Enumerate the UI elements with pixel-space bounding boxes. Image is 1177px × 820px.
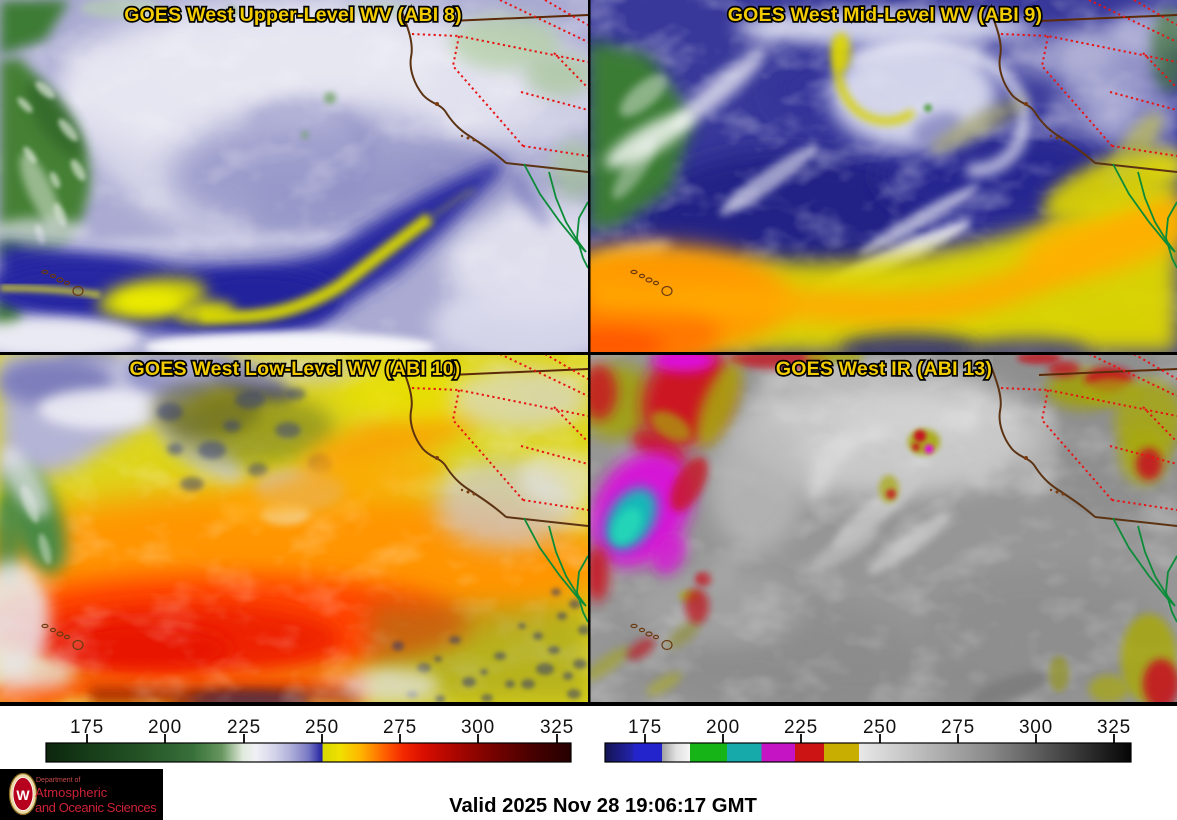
svg-text:325: 325 bbox=[1097, 717, 1131, 738]
svg-text:175: 175 bbox=[628, 717, 662, 738]
svg-text:225: 225 bbox=[784, 717, 818, 738]
svg-text:GOES West IR (ABI 13): GOES West IR (ABI 13) bbox=[776, 358, 992, 380]
svg-text:250: 250 bbox=[863, 717, 897, 738]
svg-text:300: 300 bbox=[461, 717, 495, 738]
svg-text:175: 175 bbox=[70, 717, 104, 738]
svg-text:325: 325 bbox=[540, 717, 574, 738]
svg-text:Department of: Department of bbox=[36, 777, 80, 784]
svg-text:200: 200 bbox=[148, 717, 182, 738]
svg-text:200: 200 bbox=[706, 717, 740, 738]
svg-text:300: 300 bbox=[1019, 717, 1053, 738]
svg-text:GOES West Upper-Level WV (ABI: GOES West Upper-Level WV (ABI 8) bbox=[124, 4, 462, 26]
svg-text:and Oceanic Sciences: and Oceanic Sciences bbox=[35, 800, 157, 815]
svg-text:225: 225 bbox=[227, 717, 261, 738]
svg-text:250: 250 bbox=[305, 717, 339, 738]
svg-text:GOES West Low-Level WV (ABI 10: GOES West Low-Level WV (ABI 10) bbox=[130, 358, 461, 380]
svg-text:Atmospheric: Atmospheric bbox=[35, 785, 108, 800]
svg-text:275: 275 bbox=[383, 717, 417, 738]
svg-text:Valid 2025 Nov 28 19:06:17 GMT: Valid 2025 Nov 28 19:06:17 GMT bbox=[449, 795, 757, 817]
svg-text:275: 275 bbox=[941, 717, 975, 738]
svg-text:W: W bbox=[16, 787, 30, 803]
svg-text:GOES West Mid-Level WV (ABI 9): GOES West Mid-Level WV (ABI 9) bbox=[728, 4, 1042, 26]
